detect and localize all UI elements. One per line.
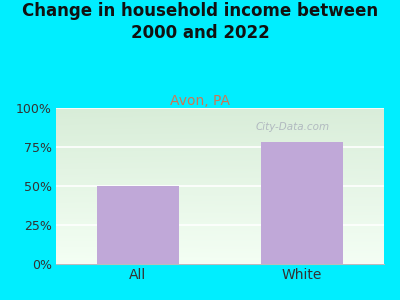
Text: Avon, PA: Avon, PA bbox=[170, 94, 230, 109]
Bar bbox=[97, 186, 179, 264]
Text: City-Data.com: City-Data.com bbox=[255, 122, 329, 132]
Text: Change in household income between
2000 and 2022: Change in household income between 2000 … bbox=[22, 2, 378, 42]
Bar bbox=[261, 142, 343, 264]
